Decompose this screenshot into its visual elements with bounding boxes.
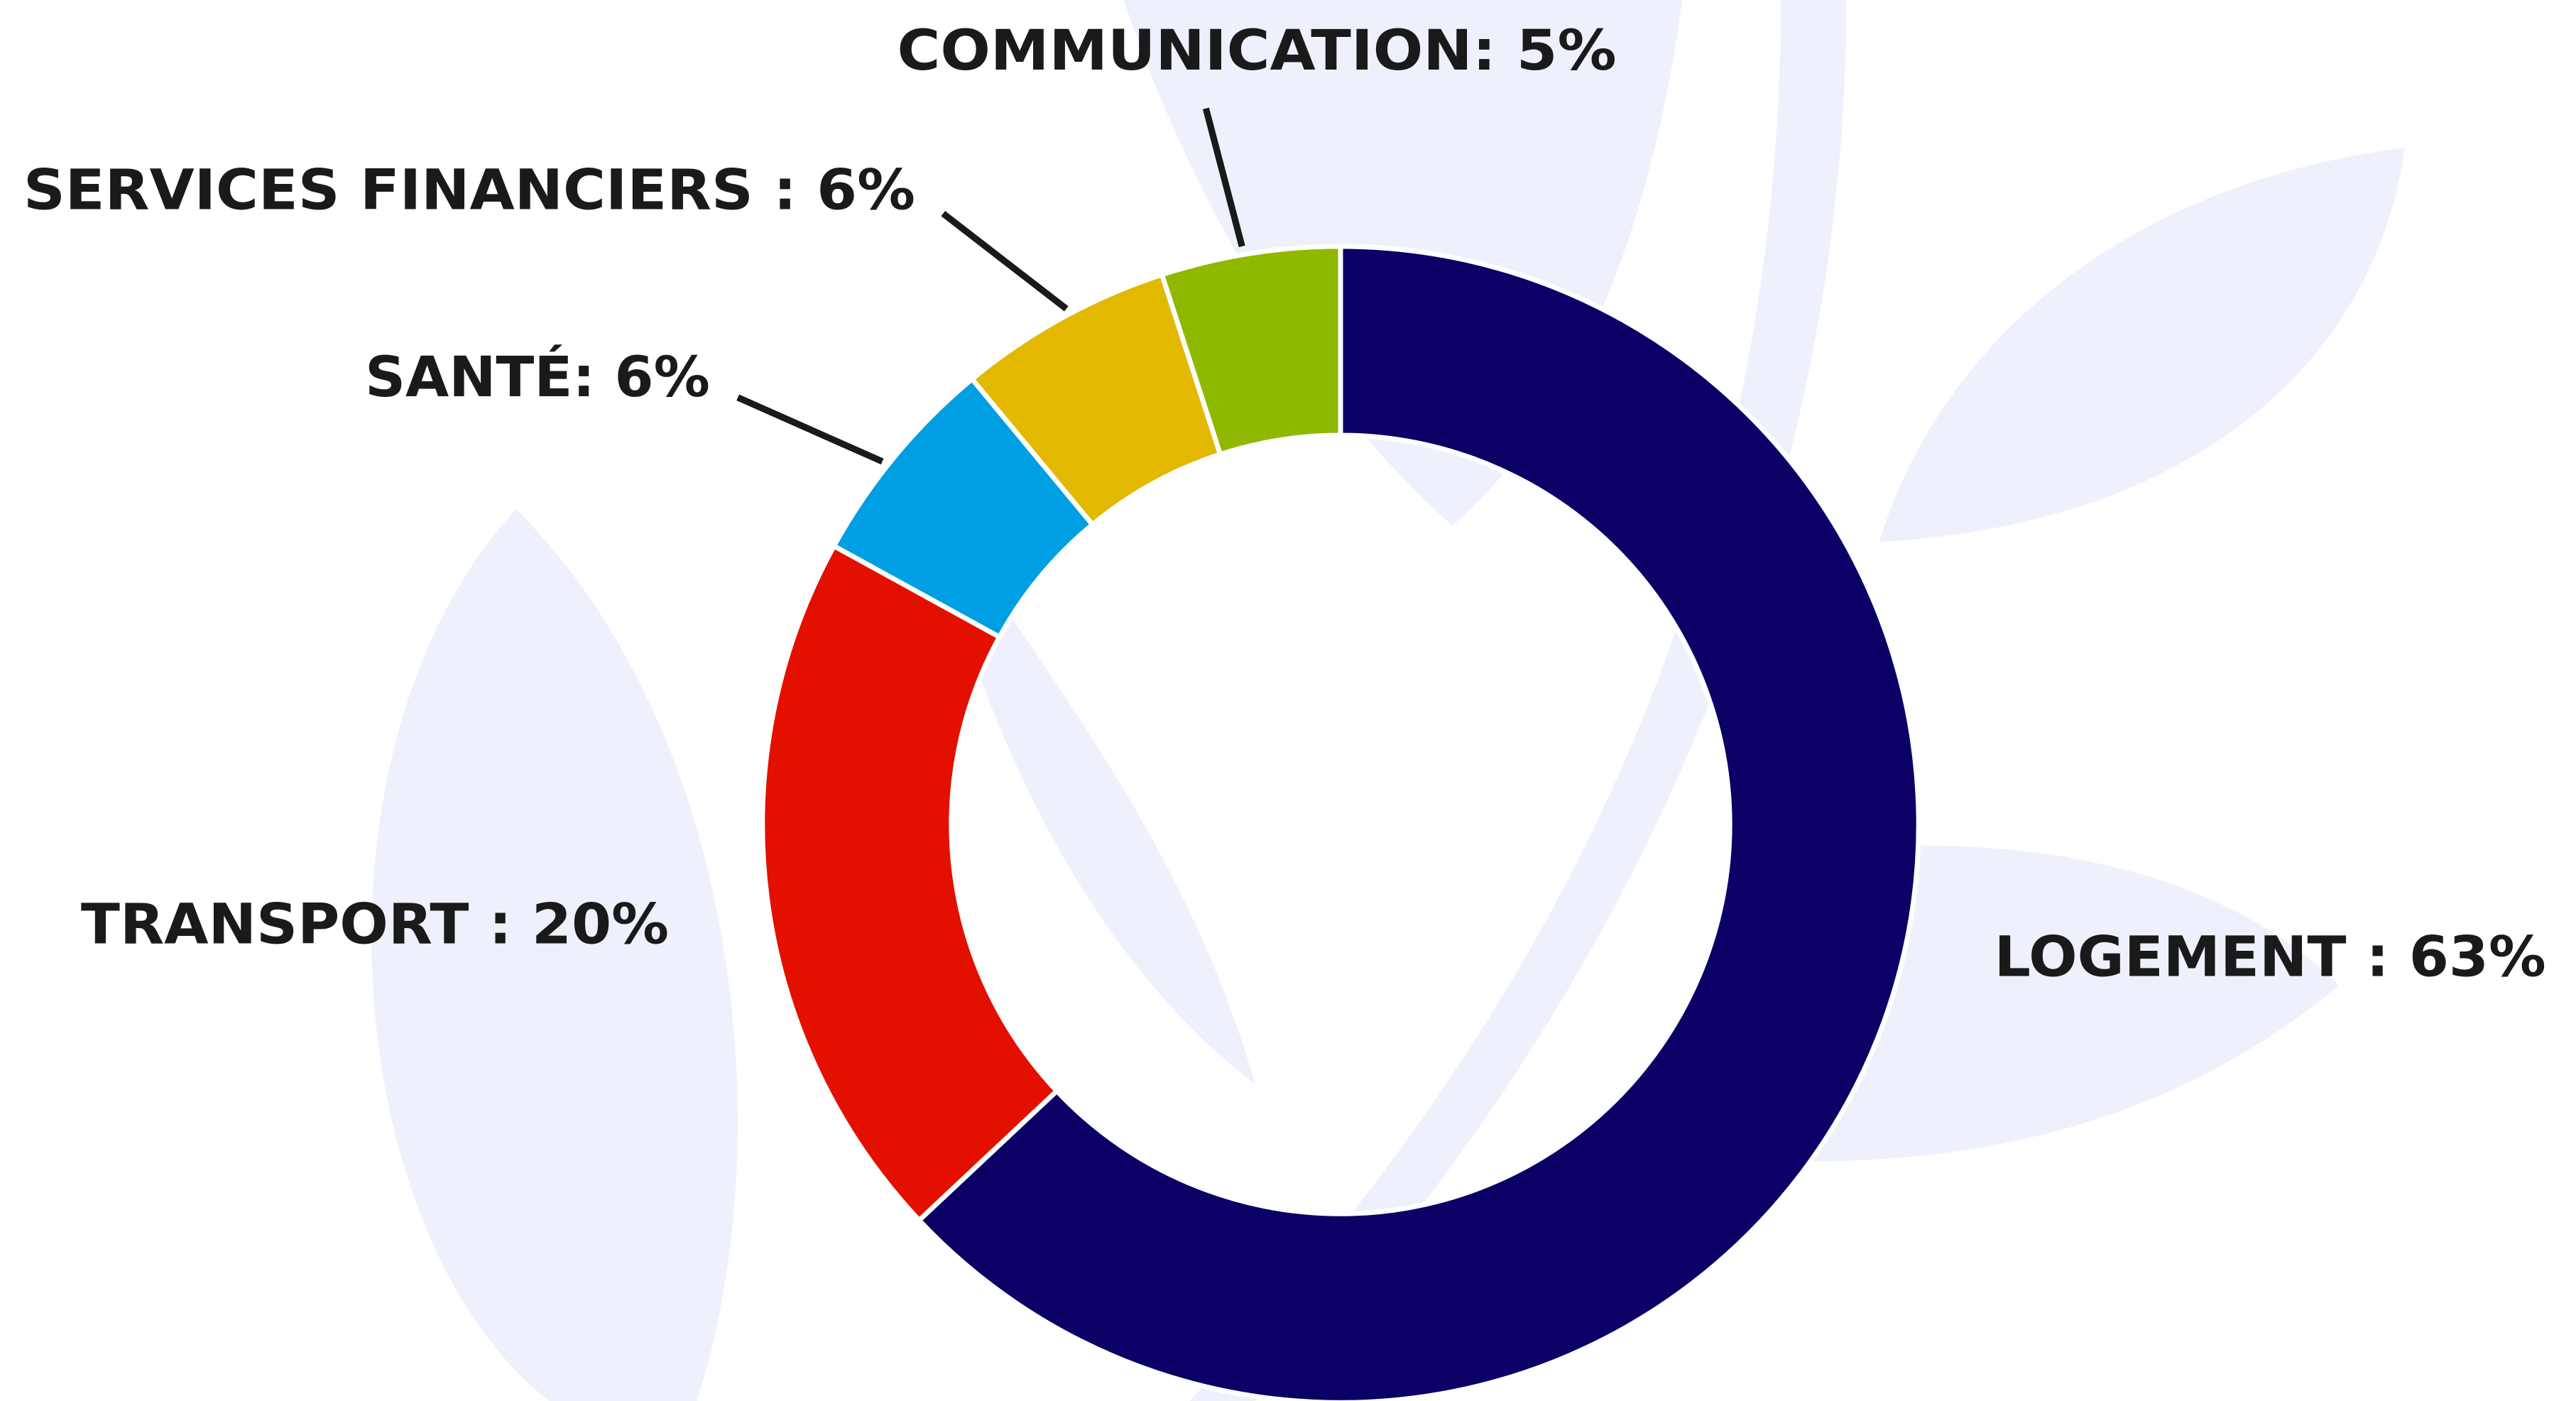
- stem: [1189, 0, 1847, 1401]
- segment-label: LOGEMENT : 63%: [1994, 925, 2546, 990]
- segment-label: SANTÉ: 6%: [365, 344, 710, 410]
- donut-segment: [1159, 244, 1343, 458]
- segment-label: TRANSPORT : 20%: [81, 891, 669, 956]
- leaf: [371, 509, 738, 1401]
- leader-line: [941, 211, 1069, 312]
- leaf: [927, 492, 1255, 1084]
- segment-label: COMMUNICATION: 5%: [897, 18, 1617, 83]
- leaders: [736, 107, 1245, 465]
- segment-label: SERVICES FINANCIERS : 6%: [23, 157, 915, 222]
- leader-line: [1202, 107, 1245, 248]
- donut-segment: [915, 244, 1921, 1401]
- donut-segment: [760, 543, 1061, 1224]
- leader-line: [736, 394, 884, 465]
- leaf: [1879, 148, 2405, 543]
